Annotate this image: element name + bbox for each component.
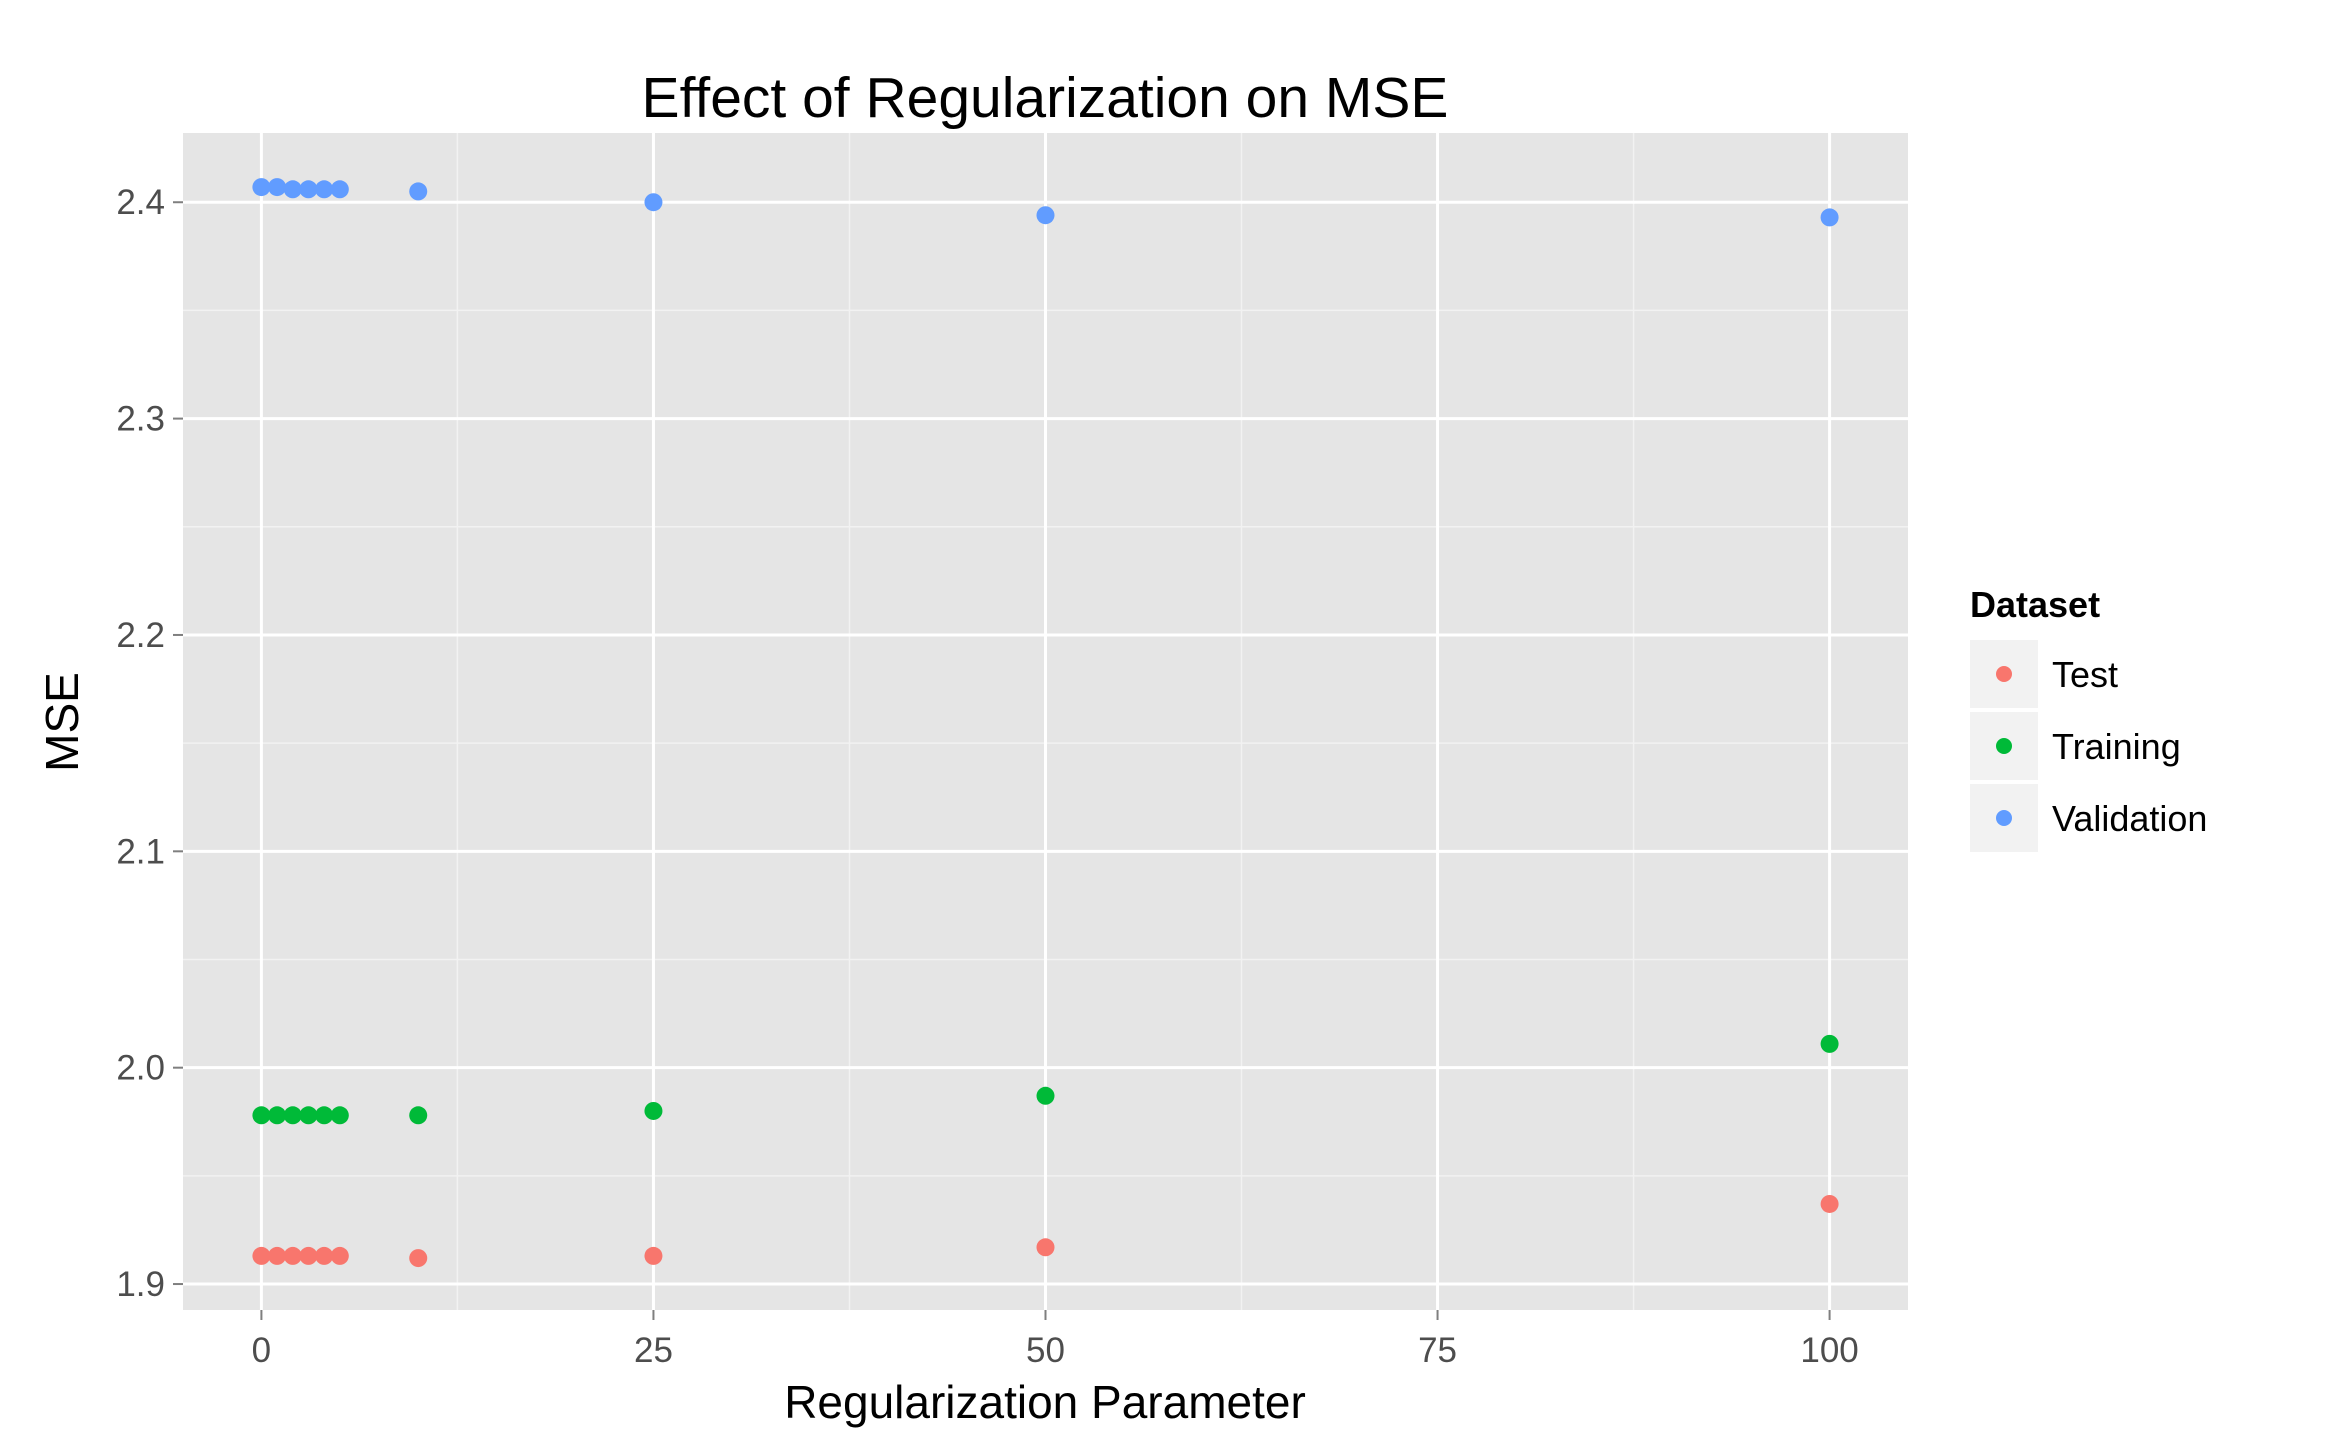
legend-marker-test [1996, 666, 2012, 682]
data-point-training [644, 1101, 663, 1120]
data-point-validation [283, 180, 302, 199]
data-point-test [315, 1246, 334, 1265]
data-point-training [268, 1106, 287, 1125]
data-point-validation [252, 178, 271, 197]
y-tick-label: 2.1 [116, 832, 165, 871]
x-tick-label: 75 [1418, 1331, 1457, 1370]
data-point-validation [409, 182, 428, 201]
data-point-validation [330, 180, 349, 199]
data-point-training [283, 1106, 302, 1125]
data-point-validation [315, 180, 334, 199]
data-point-test [299, 1246, 318, 1265]
x-tick-label: 25 [634, 1331, 673, 1370]
y-axis-title: MSE [36, 672, 88, 772]
data-point-test [409, 1249, 428, 1268]
legend-marker-validation [1996, 810, 2012, 826]
x-tick-label: 50 [1026, 1331, 1065, 1370]
y-tick-label: 1.9 [116, 1265, 165, 1304]
data-point-test [644, 1246, 663, 1265]
legend-marker-training [1996, 738, 2012, 754]
data-point-validation [1036, 206, 1055, 225]
data-point-test [252, 1246, 271, 1265]
x-tick-label: 0 [252, 1331, 271, 1370]
legend-title: Dataset [1970, 584, 2100, 625]
data-point-test [330, 1246, 349, 1265]
data-point-test [1820, 1194, 1839, 1213]
data-point-test [1036, 1238, 1055, 1257]
y-tick-label: 2.2 [116, 616, 165, 655]
x-axis-title: Regularization Parameter [784, 1376, 1306, 1428]
data-point-validation [299, 180, 318, 199]
data-point-training [330, 1106, 349, 1125]
data-point-training [252, 1106, 271, 1125]
y-tick-label: 2.0 [116, 1049, 165, 1088]
data-point-test [283, 1246, 302, 1265]
y-tick-label: 2.3 [116, 400, 165, 439]
data-points [252, 178, 1839, 1268]
y-tick-label: 2.4 [116, 183, 165, 222]
data-point-validation [644, 193, 663, 212]
chart-title: Effect of Regularization on MSE [642, 66, 1449, 130]
legend-label-training: Training [2052, 726, 2181, 767]
x-tick-label: 100 [1800, 1331, 1858, 1370]
data-point-training [1036, 1086, 1055, 1105]
data-point-validation [268, 178, 287, 197]
data-point-test [268, 1246, 287, 1265]
data-point-training [315, 1106, 334, 1125]
legend-label-validation: Validation [2052, 798, 2207, 839]
data-point-training [409, 1106, 428, 1125]
legend: Test Training Validation [1970, 640, 2207, 852]
data-point-training [1820, 1034, 1839, 1053]
data-point-training [299, 1106, 318, 1125]
legend-label-test: Test [2052, 654, 2118, 695]
data-point-validation [1820, 208, 1839, 227]
axis-ticks: 0 25 50 75 100 1.9 2.0 2.1 2.2 2.3 2.4 [116, 183, 1858, 1370]
